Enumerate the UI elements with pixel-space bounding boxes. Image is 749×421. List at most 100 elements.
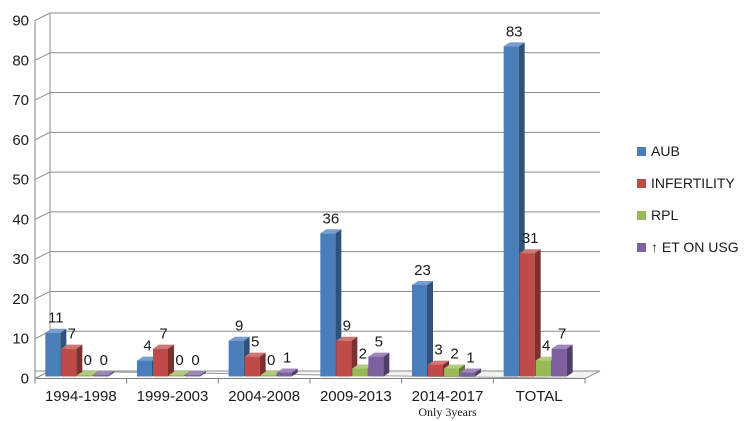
bar-front: [503, 46, 519, 377]
bar-top: [77, 371, 99, 375]
legend-item: RPL: [637, 207, 678, 223]
data-label: 7: [68, 326, 76, 343]
gridline-side: [34, 211, 51, 220]
bar-side: [475, 368, 481, 377]
bar-front: [368, 356, 384, 377]
bar-front: [244, 356, 260, 377]
bar-top: [535, 356, 557, 361]
bar-side: [291, 368, 298, 377]
data-label: 5: [375, 334, 383, 351]
gridline-side: [34, 290, 51, 300]
bar-et-on-usg-2: [276, 368, 298, 377]
y-tick-label: 90: [12, 13, 29, 30]
bar-side: [259, 352, 266, 377]
y-tick-label: 20: [12, 291, 29, 308]
bar-front: [551, 348, 567, 377]
data-label: 4: [542, 338, 550, 355]
bar-infertility-3: [336, 336, 358, 377]
legend-item: INFERTILITY: [637, 175, 735, 191]
bar-aub-4: [412, 281, 433, 377]
data-label: 2: [359, 346, 367, 363]
bar-top: [460, 368, 481, 373]
bar-top: [153, 344, 174, 349]
bar-front: [412, 285, 427, 377]
bar-side: [168, 344, 174, 377]
data-label: 4: [143, 338, 151, 355]
bar-top: [61, 344, 83, 349]
legend-label: AUB: [651, 143, 680, 159]
y-tick-label: 50: [12, 172, 29, 189]
legend-label: ↑ ET ON USG: [651, 239, 739, 255]
bar-front: [444, 368, 459, 377]
bar-front: [137, 360, 152, 377]
y-tick-label: 80: [12, 52, 29, 69]
y-tick-label: 0: [21, 371, 29, 388]
bar-front: [169, 375, 184, 377]
bar-side: [534, 249, 541, 377]
legend-label: INFERTILITY: [651, 175, 735, 191]
legend-label: RPL: [651, 207, 678, 223]
bar-front: [352, 368, 368, 377]
data-label: 31: [522, 230, 539, 247]
bar-et-on-usg-0: [93, 371, 115, 377]
legend-item: ↑ ET ON USG: [637, 239, 739, 255]
y-tick-label: 10: [12, 331, 29, 348]
bar-top: [169, 371, 190, 375]
bar-front: [460, 372, 475, 377]
bar-infertility-5: [519, 249, 541, 377]
legend-swatch: [637, 211, 646, 220]
bar-side: [76, 344, 83, 377]
bar-infertility-0: [61, 344, 83, 377]
bar-top: [336, 336, 358, 341]
bar-top: [93, 371, 115, 375]
bar-front: [260, 375, 276, 377]
bar-front: [61, 348, 77, 377]
bar-top: [503, 42, 525, 47]
bar-top: [244, 352, 266, 357]
bar-side: [200, 371, 206, 377]
bars: [45, 42, 573, 377]
x-tick-label: 2009-2013: [320, 388, 392, 405]
legend-swatch: [637, 243, 646, 252]
bar-top: [519, 249, 541, 254]
x-tick-label: 2004-2008: [228, 388, 300, 405]
gridline-side: [34, 131, 51, 141]
bar-side: [566, 344, 573, 377]
bar-et-on-usg-3: [368, 352, 390, 377]
bar-top: [352, 364, 374, 369]
bar-side: [427, 281, 433, 377]
gridline-side: [34, 92, 51, 101]
bar-front: [45, 332, 61, 377]
bar-front: [336, 340, 352, 377]
data-label: 11: [48, 310, 64, 327]
bar-top: [428, 360, 449, 365]
bar-top: [551, 344, 573, 349]
y-tick-label: 70: [12, 92, 29, 109]
data-label: 0: [84, 352, 92, 369]
data-label: 7: [159, 326, 167, 343]
data-label: 1: [283, 350, 291, 367]
x-tick-label: 1994-1998: [45, 388, 117, 405]
bar-top: [185, 371, 206, 375]
y-tick-label: 60: [12, 132, 29, 149]
bar-top: [276, 368, 298, 373]
bar-front: [77, 375, 93, 377]
data-label: 3: [434, 342, 442, 359]
y-tick-label: 40: [12, 211, 29, 228]
bar-et-on-usg-5: [551, 344, 573, 377]
bar-front: [153, 348, 168, 377]
data-label: 7: [558, 326, 566, 343]
data-label: 0: [191, 352, 199, 369]
y-tick-label: 30: [12, 251, 29, 268]
bar-top: [320, 229, 342, 234]
bar-top: [444, 364, 465, 369]
bar-et-on-usg-4: [460, 368, 481, 377]
data-label: 83: [506, 23, 523, 40]
gridline-side: [34, 12, 51, 21]
data-label: 23: [414, 262, 431, 279]
bar-front: [228, 340, 244, 377]
bar-top: [228, 336, 250, 341]
